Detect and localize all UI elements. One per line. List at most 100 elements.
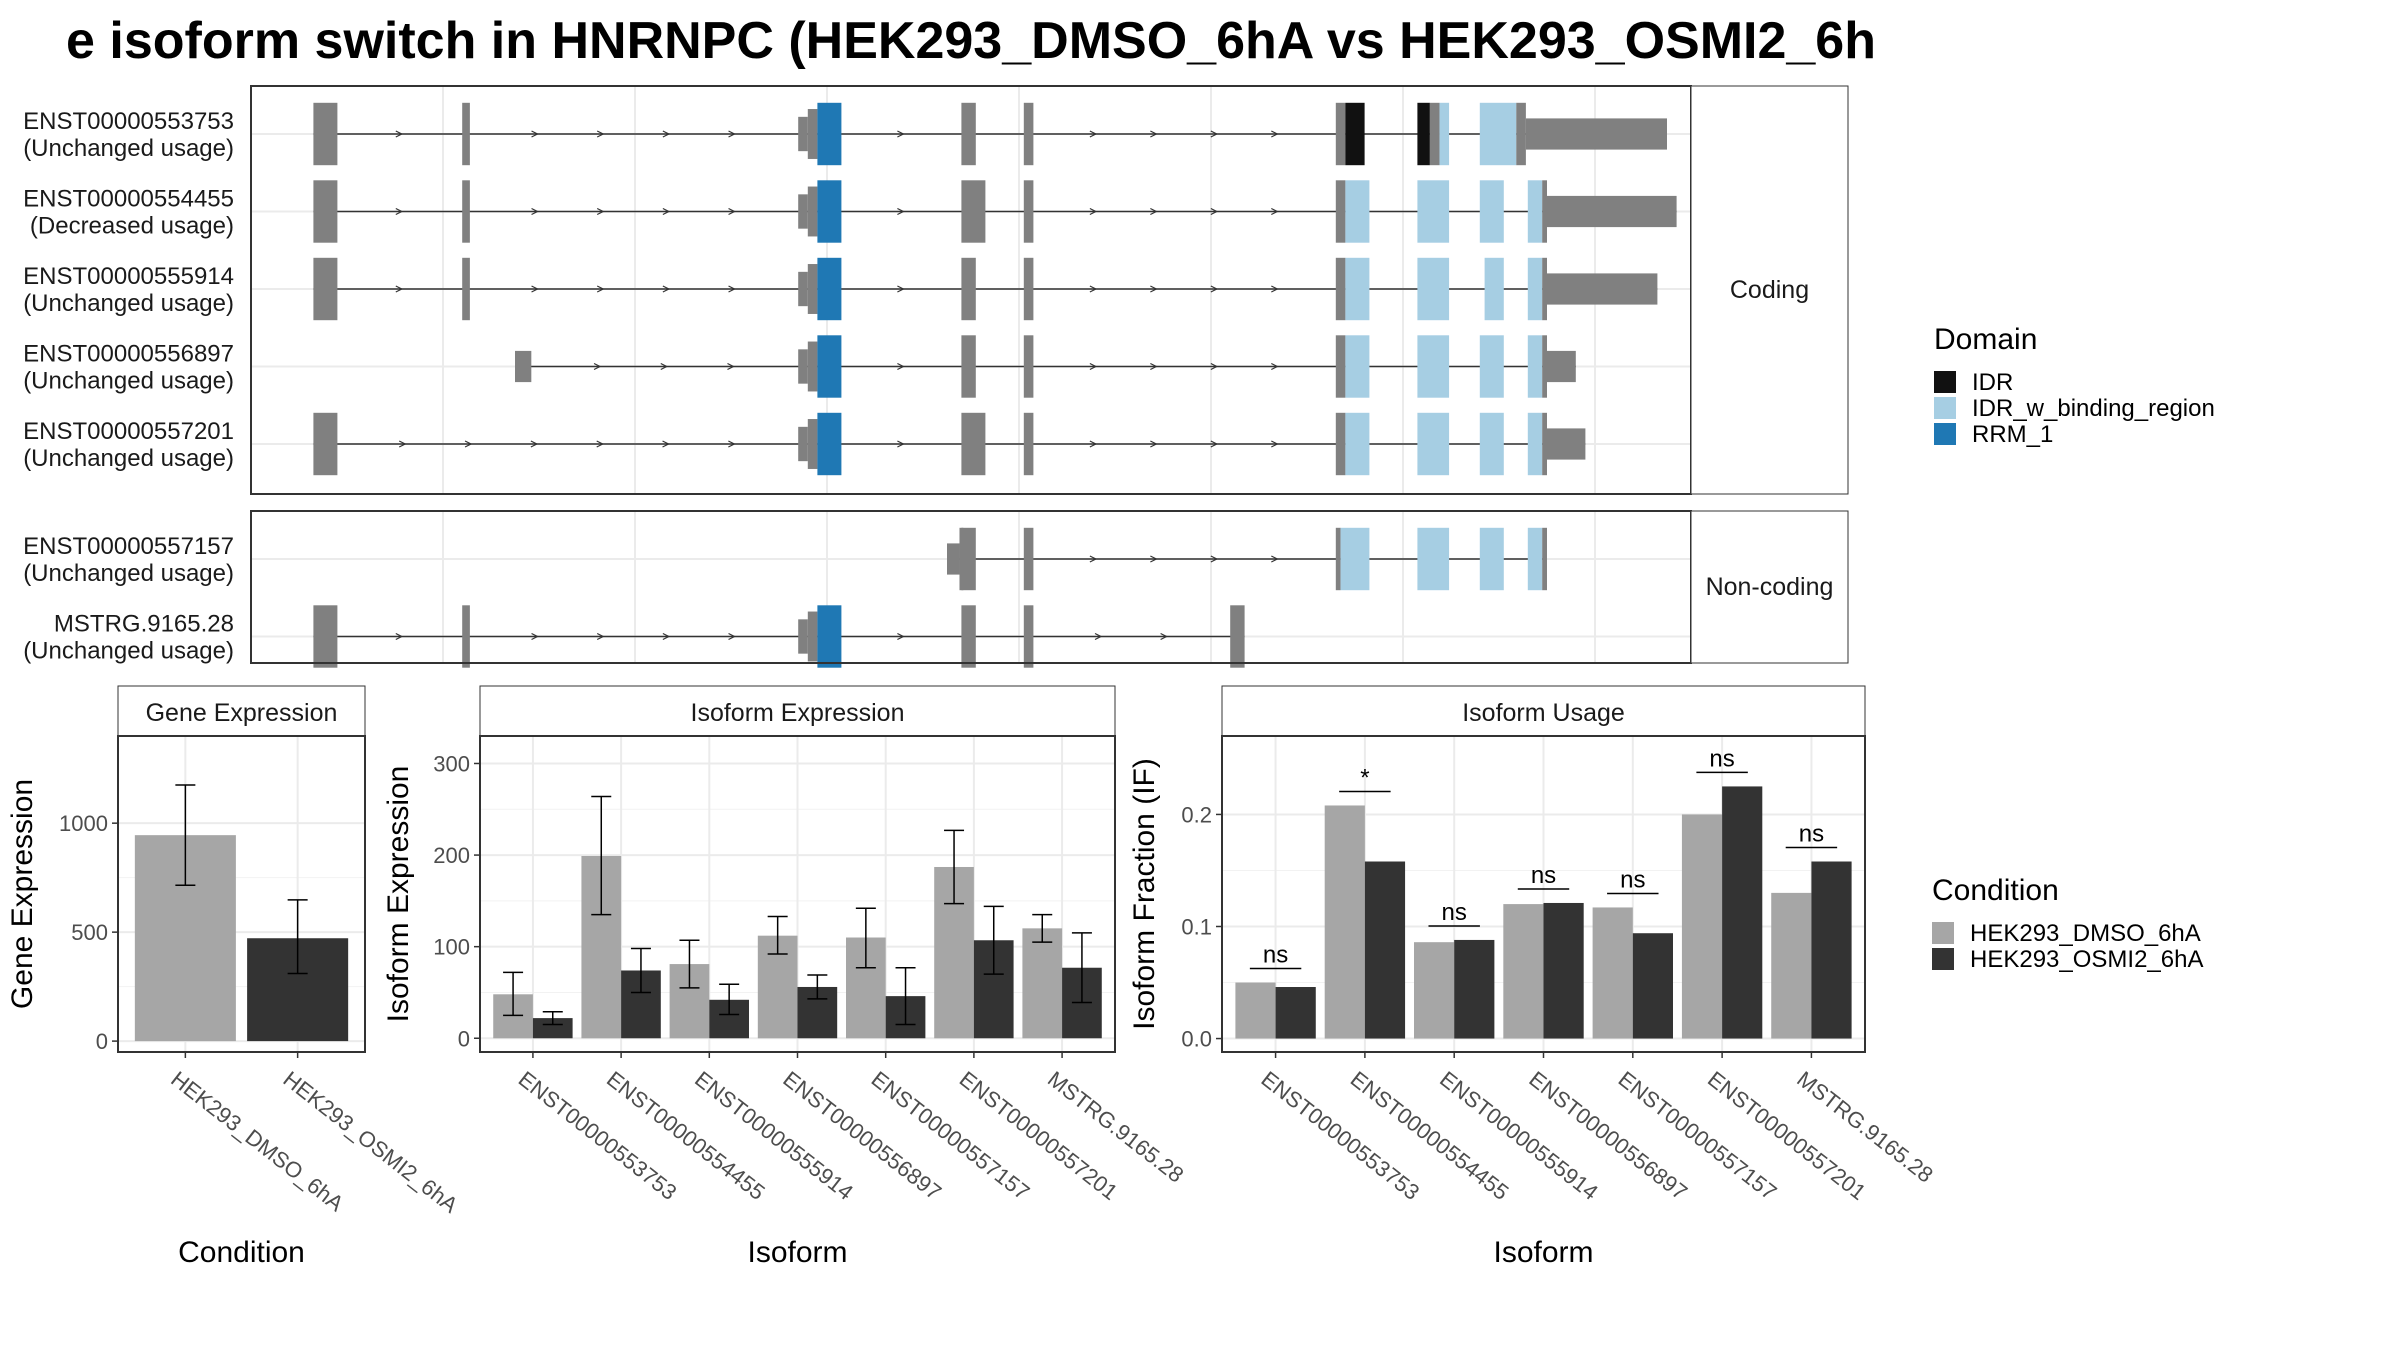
strand-arrow bbox=[728, 440, 736, 448]
exon bbox=[313, 102, 338, 166]
strand-arrow bbox=[897, 362, 905, 371]
strand-arrow bbox=[1089, 362, 1098, 371]
exon bbox=[807, 419, 818, 469]
domain-IDR bbox=[1417, 102, 1430, 166]
significance-label: * bbox=[1360, 764, 1369, 791]
bar bbox=[1503, 904, 1544, 1039]
exon bbox=[1023, 605, 1034, 668]
facet-strip bbox=[1690, 85, 1849, 495]
y-tick-label: 0.0 bbox=[1181, 1027, 1212, 1052]
strand-arrow bbox=[1160, 632, 1168, 641]
exon bbox=[1023, 527, 1034, 591]
exon bbox=[798, 349, 808, 384]
bar bbox=[1543, 902, 1584, 1039]
exon bbox=[807, 186, 818, 237]
strand-arrow bbox=[531, 130, 539, 138]
domain-IDR_w_binding_region bbox=[1417, 527, 1450, 591]
domain-IDR_w_binding_region bbox=[1484, 257, 1504, 321]
exon bbox=[798, 619, 808, 654]
domain-IDR_w_binding_region bbox=[1417, 412, 1450, 476]
strand-arrow bbox=[1271, 285, 1279, 293]
exon bbox=[1023, 257, 1034, 321]
strand-arrow bbox=[531, 632, 539, 641]
strand-arrow bbox=[660, 362, 669, 371]
bar bbox=[1235, 982, 1276, 1039]
domain-IDR_w_binding_region bbox=[1345, 257, 1370, 321]
transcript-usage-label: (Unchanged usage) bbox=[23, 638, 234, 665]
significance-label: ns bbox=[1442, 899, 1467, 926]
exon bbox=[313, 257, 338, 321]
facet-strip bbox=[1690, 510, 1849, 664]
domain-IDR_w_binding_region bbox=[1527, 257, 1543, 321]
bar bbox=[1681, 814, 1723, 1039]
domain-IDR_w_binding_region bbox=[1439, 102, 1450, 166]
domain-IDR_w_binding_region bbox=[1479, 102, 1517, 166]
y-tick-label: 200 bbox=[433, 843, 470, 868]
domain-IDR_w_binding_region bbox=[1527, 180, 1543, 243]
strand-arrow bbox=[596, 440, 605, 448]
exon bbox=[1547, 428, 1586, 460]
strand-arrow bbox=[395, 130, 404, 138]
exon bbox=[807, 611, 818, 662]
exon bbox=[1547, 350, 1576, 383]
legend-label: HEK293_DMSO_6hA bbox=[1970, 920, 2201, 947]
domain-IDR_w_binding_region bbox=[1345, 335, 1370, 398]
bar bbox=[1722, 786, 1763, 1039]
strand-arrow bbox=[1210, 555, 1219, 563]
strand-arrow bbox=[1271, 440, 1279, 448]
legend-label: RRM_1 bbox=[1972, 421, 2053, 448]
x-tick-label: ENST00000557157 bbox=[1614, 1066, 1782, 1205]
domain-IDR_w_binding_region bbox=[1340, 527, 1370, 591]
exon bbox=[1335, 527, 1341, 591]
exon bbox=[1547, 273, 1658, 305]
x-tick-label: ENST00000554455 bbox=[1346, 1066, 1514, 1205]
strand-arrow bbox=[395, 207, 404, 216]
strand-arrow bbox=[1150, 440, 1158, 448]
x-tick-label: ENST00000557201 bbox=[1703, 1066, 1871, 1205]
transcript-usage-label: (Unchanged usage) bbox=[23, 290, 234, 317]
legend-key bbox=[1932, 948, 1954, 970]
strand-arrow bbox=[1271, 362, 1279, 371]
legend-label: HEK293_OSMI2_6hA bbox=[1970, 946, 2203, 973]
legend-label: IDR_w_binding_region bbox=[1972, 395, 2215, 422]
strand-arrow bbox=[1210, 207, 1219, 216]
exon bbox=[1023, 180, 1034, 243]
strand-arrow bbox=[531, 207, 539, 216]
panel-strip-title: Gene Expression bbox=[146, 699, 338, 727]
strand-arrow bbox=[395, 285, 404, 293]
strand-arrow bbox=[662, 285, 671, 293]
significance-label: ns bbox=[1799, 821, 1824, 848]
transcript-id-label: MSTRG.9165.28 bbox=[54, 611, 234, 638]
exon bbox=[798, 271, 808, 307]
x-tick-label: ENST00000557201 bbox=[955, 1066, 1123, 1205]
strand-arrow bbox=[1094, 632, 1103, 641]
domain-IDR_w_binding_region bbox=[1479, 180, 1504, 243]
bar bbox=[532, 1018, 573, 1039]
exon bbox=[1023, 335, 1034, 398]
exon bbox=[1023, 102, 1034, 166]
strand-arrow bbox=[727, 362, 735, 371]
exon bbox=[961, 102, 976, 166]
y-tick-label: 500 bbox=[71, 920, 108, 945]
panel-strip bbox=[479, 685, 1116, 737]
bar bbox=[1022, 928, 1063, 1039]
exon bbox=[515, 350, 532, 383]
strand-arrow bbox=[1150, 285, 1158, 293]
bar bbox=[1771, 892, 1812, 1039]
exon bbox=[1525, 118, 1667, 150]
figure-title: e isoform switch in HNRNPC (HEK293_DMSO_… bbox=[0, 6, 1876, 76]
strand-arrow bbox=[897, 440, 905, 448]
strand-arrow bbox=[398, 440, 407, 448]
exon bbox=[313, 412, 338, 476]
legend-key bbox=[1934, 397, 1956, 419]
strand-arrow bbox=[1150, 207, 1158, 216]
legend-key bbox=[1934, 371, 1956, 393]
strand-arrow bbox=[1150, 555, 1158, 563]
panel-strip bbox=[117, 685, 366, 737]
strand-arrow bbox=[662, 130, 671, 138]
strand-arrow bbox=[897, 130, 905, 138]
domain-IDR_w_binding_region bbox=[1417, 335, 1450, 398]
bar bbox=[1414, 942, 1455, 1039]
exon bbox=[961, 412, 986, 476]
strand-arrow bbox=[728, 130, 736, 138]
